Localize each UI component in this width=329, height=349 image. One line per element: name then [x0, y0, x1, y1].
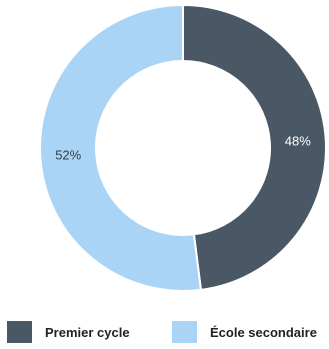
legend-swatch-premier-cycle [7, 321, 32, 343]
slice-premier-cycle[interactable] [182, 3, 327, 291]
donut-chart: 48% 52% [39, 3, 327, 292]
legend-label-premier-cycle: Premier cycle [45, 324, 130, 340]
legend-label-ecole-secondaire: École secondaire [210, 324, 317, 340]
slice-label-ecole-secondaire: 52% [55, 148, 81, 163]
legend: Premier cycle École secondaire [0, 319, 329, 345]
legend-swatch-ecole-secondaire [172, 321, 197, 343]
slice-label-premier-cycle: 48% [285, 133, 311, 148]
legend-item-ecole-secondaire[interactable]: École secondaire [172, 319, 317, 345]
legend-item-premier-cycle[interactable]: Premier cycle [7, 319, 130, 345]
slice-ecole-secondaire[interactable] [39, 3, 203, 292]
